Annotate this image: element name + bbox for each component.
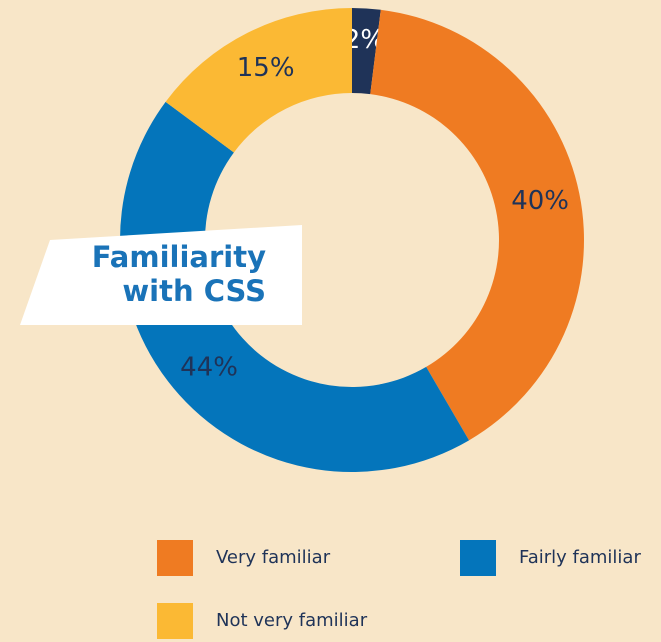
legend-swatch	[460, 540, 496, 576]
title-container: Familiarity with CSS	[91, 240, 266, 308]
chart-title: Familiarity with CSS	[91, 240, 266, 308]
value-label: 40%	[511, 186, 569, 216]
legend-label: Fairly familiar	[519, 547, 641, 568]
value-label: 44%	[180, 353, 238, 383]
value-label: 15%	[237, 53, 295, 83]
legend-label: Very familiar	[216, 547, 331, 568]
donut: 2%40%44%15%	[120, 8, 585, 472]
legend-label: Not very familiar	[216, 610, 368, 631]
slice	[370, 9, 585, 441]
title-box	[20, 225, 302, 325]
slice	[120, 101, 470, 472]
slice	[352, 8, 381, 95]
slice	[165, 8, 352, 153]
legend-swatch	[157, 603, 193, 639]
legend-swatch	[157, 540, 193, 576]
legend: Very familiar Fairly familiar Not very fam…	[157, 540, 641, 639]
